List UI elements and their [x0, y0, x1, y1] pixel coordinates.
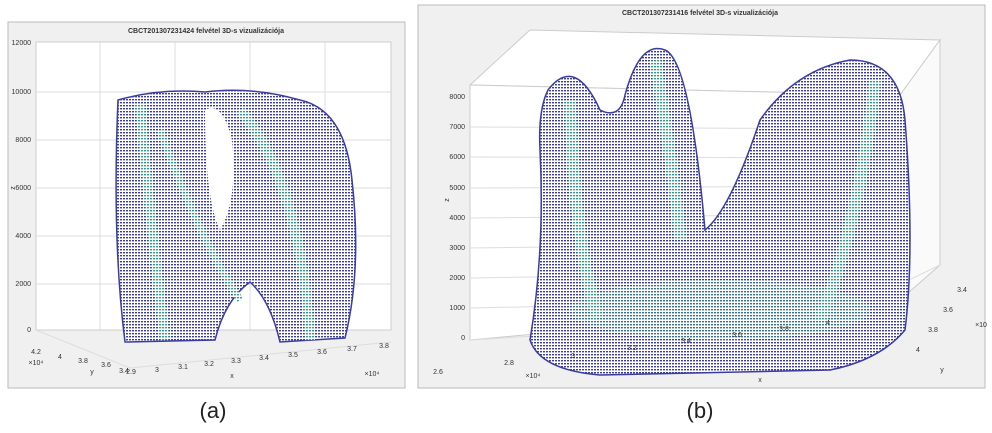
point-cloud-highlight — [135, 104, 170, 341]
z-tick-label: 8000 — [449, 94, 465, 101]
point-cloud-base — [570, 280, 870, 340]
panel-a — [7, 21, 406, 389]
x-tick-label: 3.3 — [231, 358, 241, 365]
x-tick-label: 3.4 — [259, 355, 269, 362]
x-exponent: ×10⁴ — [365, 371, 380, 378]
y-axis-label: y — [940, 367, 944, 374]
x-tick-label: 2.9 — [126, 369, 136, 376]
z-tick-label: 7000 — [449, 124, 465, 131]
y-tick-label: 3.4 — [119, 368, 129, 375]
point-cloud-highlight — [649, 59, 686, 241]
z-tick-label: 4000 — [449, 215, 465, 222]
cavity — [205, 108, 234, 230]
x-tick-label: 3.5 — [288, 352, 298, 359]
y-tick-label: 4 — [916, 347, 920, 354]
z-tick-label: 6000 — [449, 154, 465, 161]
x-tick-label: 3.2 — [627, 345, 637, 352]
y-tick-label: 3.6 — [101, 362, 111, 369]
caption: (b) — [687, 398, 714, 423]
point-cloud — [115, 89, 357, 343]
caption: (a) — [200, 398, 227, 423]
panel-b — [417, 4, 986, 389]
point-cloud-highlight — [236, 106, 315, 341]
z-tick-label: 2000 — [15, 281, 31, 288]
panel-title: CBCT201307231416 felvétel 3D-s vizualizá… — [622, 10, 778, 17]
y-tick-label: 3.8 — [928, 327, 938, 334]
y-tick-label: 3.4 — [957, 287, 967, 294]
x-tick-label: 3.2 — [204, 361, 214, 368]
x-tick-label: 3.1 — [178, 364, 188, 371]
x-tick-label: 3.7 — [347, 346, 357, 353]
y-tick-label: 4 — [58, 354, 62, 361]
x-tick-label: 3.4 — [681, 338, 691, 345]
point-cloud-highlight — [156, 128, 243, 302]
x-tick-label: 3 — [571, 353, 575, 360]
z-tick-label: 5000 — [449, 185, 465, 192]
x-tick-label: 3.8 — [779, 326, 789, 333]
y-axis-label: y — [90, 369, 94, 376]
y-tick-label: 3.6 — [943, 307, 953, 314]
y-exponent: ×10⁴ — [29, 360, 44, 367]
z-tick-label: 10000 — [12, 89, 32, 96]
y-tick-label: 3.8 — [78, 358, 88, 365]
x-tick-label: 3.6 — [317, 349, 327, 356]
x-tick-label: 3.8 — [379, 343, 389, 350]
x-tick-label: 2.8 — [504, 360, 514, 367]
x-tick-label: 2.6 — [433, 369, 443, 376]
x-axis-label: x — [230, 373, 234, 380]
z-tick-label: 4000 — [15, 233, 31, 240]
x-exponent: ×10⁴ — [526, 373, 541, 380]
panel-title: CBCT201307231424 felvétel 3D-s vizualizá… — [128, 28, 284, 35]
z-tick-label: 0 — [27, 327, 31, 334]
z-tick-label: 6000 — [15, 185, 31, 192]
x-tick-label: 4 — [826, 320, 830, 327]
x-tick-label: 3 — [155, 367, 159, 374]
y-exponent: ×10 — [975, 322, 987, 329]
x-axis-label: x — [758, 377, 762, 384]
z-axis-label: z — [444, 198, 451, 202]
z-tick-label: 2000 — [449, 275, 465, 282]
x-tick-label: 3.6 — [732, 332, 742, 339]
z-tick-label: 1000 — [449, 305, 465, 312]
z-axis-label: z — [10, 186, 17, 190]
y-tick-label: 4.2 — [31, 349, 41, 356]
z-tick-label: 8000 — [15, 137, 31, 144]
z-tick-label: 12000 — [12, 40, 32, 47]
z-tick-label: 0 — [461, 335, 465, 342]
z-tick-label: 3000 — [449, 245, 465, 252]
